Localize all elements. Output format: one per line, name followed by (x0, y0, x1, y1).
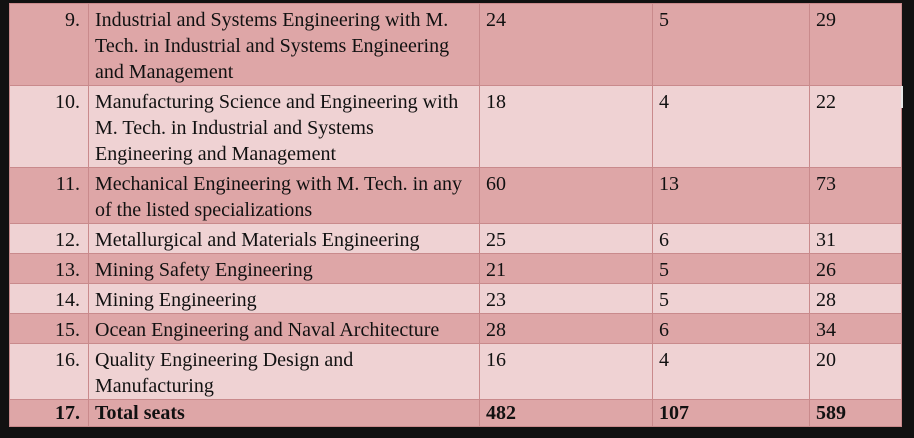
seat-count-col3: 20 (809, 343, 902, 400)
table-row: 10. Manufacturing Science and Engineerin… (9, 85, 902, 168)
row-number: 11. (9, 167, 89, 224)
seat-count-col2: 5 (652, 253, 810, 284)
seat-count-col1: 28 (479, 313, 653, 344)
program-name: Mechanical Engineering with M. Tech. in … (88, 167, 480, 224)
seat-count-col1: 18 (479, 85, 653, 168)
seat-count-col2: 6 (652, 223, 810, 254)
total-label: Total seats (88, 399, 480, 427)
seat-count-col3: 34 (809, 313, 902, 344)
row-number: 13. (9, 253, 89, 284)
total-col3: 589 (809, 399, 902, 427)
seat-count-col1: 24 (479, 3, 653, 86)
seat-count-col3: 73 (809, 167, 902, 224)
seat-count-col1: 25 (479, 223, 653, 254)
seat-count-col1: 21 (479, 253, 653, 284)
table-row: 14. Mining Engineering 23 5 28 (9, 283, 902, 314)
total-row: 17. Total seats 482 107 589 (9, 399, 902, 427)
seat-count-col2: 13 (652, 167, 810, 224)
seat-count-col1: 16 (479, 343, 653, 400)
program-name: Manufacturing Science and Engineering wi… (88, 85, 480, 168)
row-number: 14. (9, 283, 89, 314)
row-number: 12. (9, 223, 89, 254)
seat-count-col3: 26 (809, 253, 902, 284)
table-row: 11. Mechanical Engineering with M. Tech.… (9, 167, 902, 224)
table-row: 9. Industrial and Systems Engineering wi… (9, 3, 902, 86)
seat-count-col2: 6 (652, 313, 810, 344)
seat-matrix-table: 9. Industrial and Systems Engineering wi… (9, 3, 902, 427)
total-col2: 107 (652, 399, 810, 427)
seat-count-col2: 5 (652, 3, 810, 86)
seat-count-col3: 22 (809, 85, 902, 168)
text-cursor (901, 86, 903, 108)
table-row: 16. Quality Engineering Design and Manuf… (9, 343, 902, 400)
seat-count-col2: 5 (652, 283, 810, 314)
program-name: Mining Engineering (88, 283, 480, 314)
seat-count-col2: 4 (652, 343, 810, 400)
row-number: 9. (9, 3, 89, 86)
program-name: Industrial and Systems Engineering with … (88, 3, 480, 86)
table-row: 15. Ocean Engineering and Naval Architec… (9, 313, 902, 344)
seat-count-col3: 29 (809, 3, 902, 86)
row-number: 10. (9, 85, 89, 168)
program-name: Quality Engineering Design and Manufactu… (88, 343, 480, 400)
seat-count-col1: 23 (479, 283, 653, 314)
row-number: 17. (9, 399, 89, 427)
seat-count-col3: 28 (809, 283, 902, 314)
program-name: Mining Safety Engineering (88, 253, 480, 284)
table-row: 12. Metallurgical and Materials Engineer… (9, 223, 902, 254)
total-col1: 482 (479, 399, 653, 427)
program-name: Metallurgical and Materials Engineering (88, 223, 480, 254)
row-number: 15. (9, 313, 89, 344)
seat-count-col3: 31 (809, 223, 902, 254)
seat-count-col1: 60 (479, 167, 653, 224)
program-name: Ocean Engineering and Naval Architecture (88, 313, 480, 344)
seat-count-col2: 4 (652, 85, 810, 168)
row-number: 16. (9, 343, 89, 400)
table-row: 13. Mining Safety Engineering 21 5 26 (9, 253, 902, 284)
